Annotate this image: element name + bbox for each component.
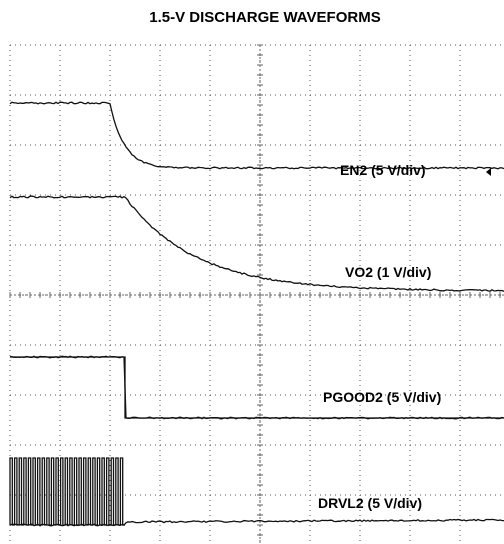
scope-screenshot: 1.5-V DISCHARGE WAVEFORMS EN2 (5 V/div) … bbox=[0, 0, 504, 544]
trace-label: PGOOD2 (5 V/div) bbox=[323, 389, 441, 405]
waveform bbox=[10, 357, 504, 418]
title: 1.5-V DISCHARGE WAVEFORMS bbox=[149, 9, 380, 26]
waveform bbox=[10, 458, 125, 525]
waveform bbox=[10, 356, 504, 419]
traces bbox=[10, 102, 504, 526]
trace-label: EN2 (5 V/div) bbox=[340, 162, 426, 178]
trace-label: DRVL2 (5 V/div) bbox=[318, 495, 422, 511]
trace-marker bbox=[486, 168, 491, 176]
trace-label: VO2 (1 V/div) bbox=[345, 264, 431, 280]
